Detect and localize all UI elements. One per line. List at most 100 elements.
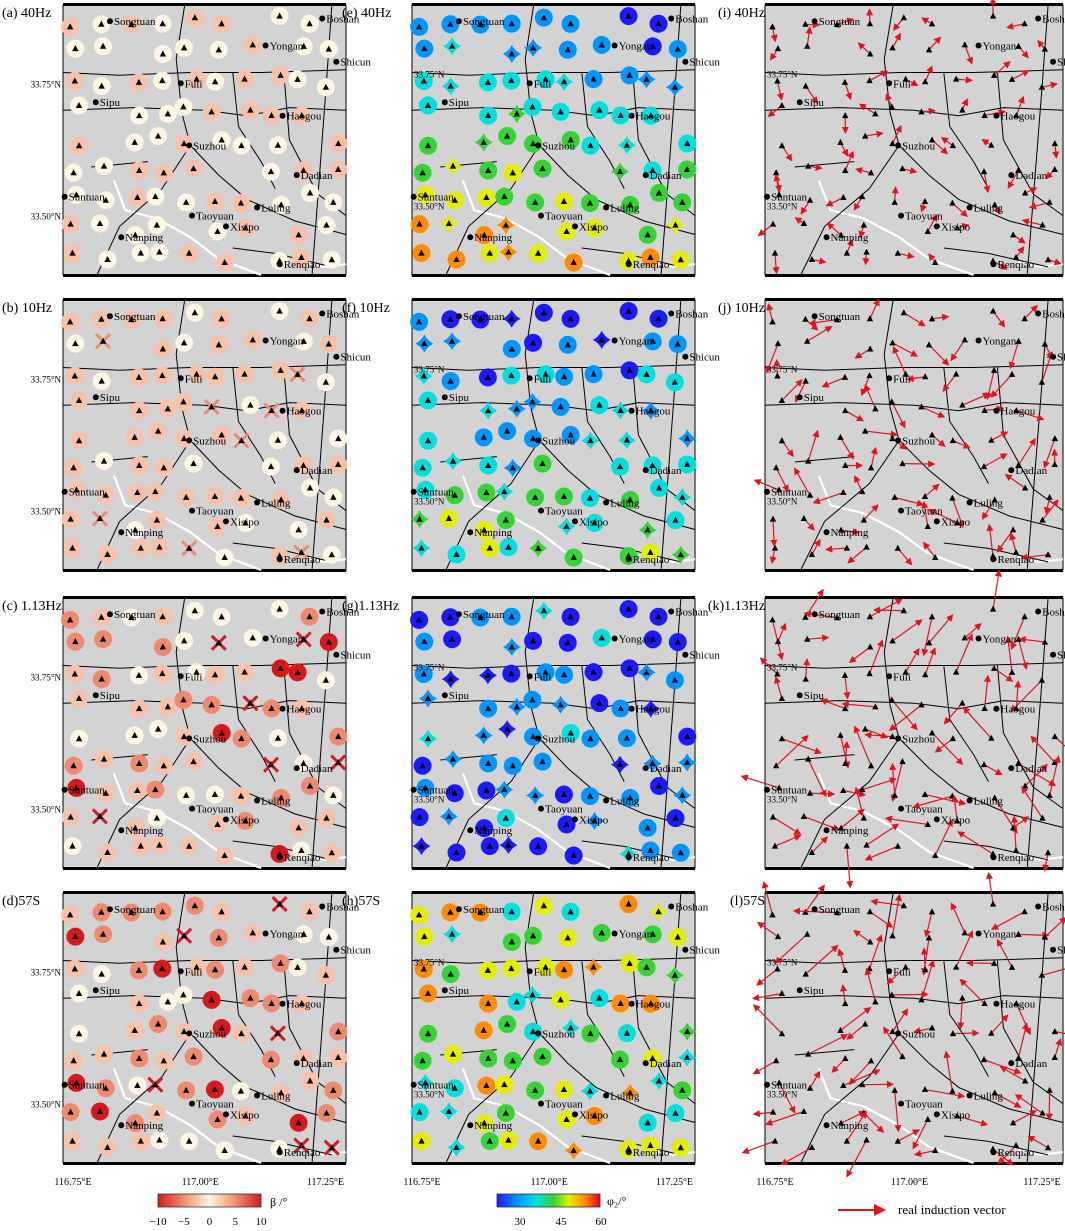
station-triangle (128, 21, 135, 28)
station-triangle (135, 373, 143, 380)
town-label: Songtuan (463, 311, 505, 323)
station-triangle (560, 493, 568, 500)
induction-vector (759, 657, 778, 675)
station-triangle (298, 847, 305, 854)
induction-vector (1004, 635, 1013, 673)
induction-vector (806, 325, 833, 342)
station-triangle (889, 339, 896, 346)
station-triangle (267, 761, 275, 768)
town-label: Dadian (301, 1058, 333, 1070)
station-triangle (484, 78, 492, 85)
fault-line (411, 957, 696, 964)
station-triangle (190, 758, 197, 765)
station-triangle (128, 614, 135, 621)
station-triangle (419, 762, 426, 769)
station-triangle (769, 220, 777, 227)
station-triangle (802, 82, 809, 89)
town-label: Suntuan (418, 487, 455, 499)
town-dot (1050, 353, 1057, 360)
induction-vector (807, 758, 827, 798)
station-triangle (448, 42, 456, 49)
fault-line (62, 957, 347, 964)
induction-vector (986, 523, 994, 557)
induction-vector (957, 831, 994, 855)
induction-vector (991, 431, 1009, 441)
station-triangle (655, 782, 663, 789)
induction-vector (923, 911, 933, 938)
station-triangle (294, 370, 301, 377)
station-triangle (842, 1054, 849, 1061)
induction-vector (761, 880, 774, 916)
town-dot (763, 1081, 770, 1088)
map-panel-g: Songtuan BoshanYonganShicunFuliSipuHaogou… (342, 596, 720, 870)
induction-vector (844, 82, 853, 101)
station-triangle (560, 198, 568, 205)
station-triangle (1015, 337, 1022, 344)
map-panel-i: SongtuanBoshanYonganShicunFuliSipuHaogou… (718, 0, 1065, 277)
station-triangle (502, 814, 510, 821)
town-label: Sipu (804, 985, 825, 997)
station-triangle (513, 703, 521, 710)
station-triangle (1015, 42, 1022, 49)
induction-vector (1020, 553, 1049, 561)
town-dot (682, 946, 689, 953)
fault-line (445, 1033, 540, 1164)
induction-vector (1024, 304, 1038, 320)
station-triangle (1015, 930, 1022, 937)
station-triangle (643, 75, 650, 82)
station-triangle (888, 398, 896, 405)
induction-vector (839, 437, 854, 460)
town-label: Suzhou (902, 140, 936, 152)
town-label: Suzhou (542, 1028, 576, 1040)
station-triangle (267, 168, 275, 175)
induction-vector (808, 319, 838, 327)
station-triangle (925, 639, 933, 646)
station-triangle (509, 464, 516, 471)
station-triangle (918, 403, 925, 410)
station-triangle (135, 671, 143, 678)
station-triangle (274, 141, 282, 148)
station-triangle (191, 309, 199, 316)
station-triangle (485, 461, 492, 468)
station-triangle (1021, 315, 1028, 322)
station-triangle (932, 852, 939, 859)
station-triangle (66, 23, 74, 30)
station-triangle (73, 784, 80, 791)
induction-vector (778, 1082, 796, 1114)
station-triangle (211, 791, 219, 798)
station-triangle (1051, 1053, 1058, 1060)
station-triangle (415, 23, 423, 30)
station-triangle (1039, 814, 1046, 821)
town-dot (177, 968, 184, 975)
fault-line (524, 597, 540, 739)
town-dot (254, 204, 261, 211)
town-label: Xisipo (579, 814, 609, 826)
induction-vector (863, 1112, 885, 1133)
station-triangle (866, 50, 874, 57)
induction-vector (1012, 816, 1030, 829)
station-triangle (71, 77, 78, 84)
station-triangle (872, 998, 879, 1005)
town-label: Taoyuan (905, 1099, 943, 1111)
town-label: Luling (974, 796, 1004, 808)
station-triangle (505, 248, 512, 255)
station-triangle (531, 791, 539, 798)
station-triangle (918, 108, 925, 115)
station-triangle (447, 908, 454, 915)
station-triangle (328, 1144, 335, 1151)
induction-vector (1018, 931, 1050, 939)
town-dot (895, 437, 902, 444)
station-triangle (277, 496, 285, 503)
station-triangle (486, 1137, 493, 1144)
station-triangle (900, 14, 908, 21)
town-dot (990, 1149, 997, 1156)
station-triangle (218, 908, 225, 915)
induction-vector (770, 519, 778, 547)
station-triangle (131, 731, 138, 738)
town-dot (262, 930, 269, 937)
town-label: Yongan (983, 634, 1017, 646)
station-triangle (99, 635, 107, 642)
station-triangle (152, 1081, 159, 1088)
induction-vector (805, 85, 819, 105)
station-triangle (160, 762, 167, 769)
